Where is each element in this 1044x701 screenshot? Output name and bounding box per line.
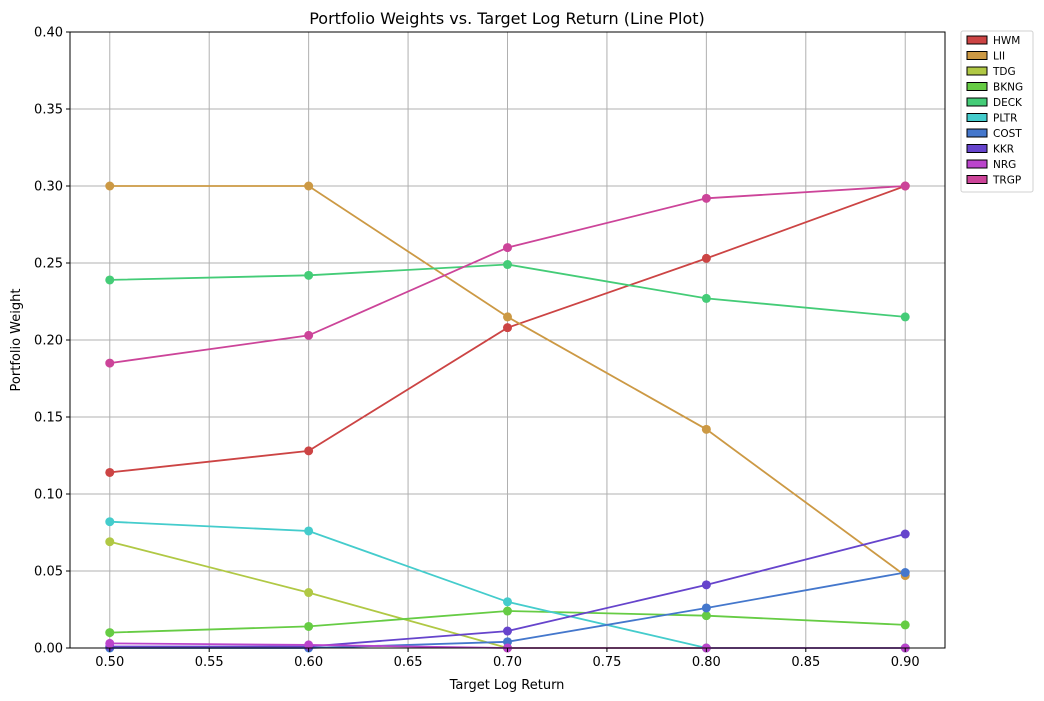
data-point-hwm (304, 446, 314, 456)
legend-swatch (966, 159, 988, 169)
data-point-nrg (304, 640, 314, 650)
data-point-lii (503, 312, 512, 322)
data-point-tdg (304, 588, 314, 598)
x-tick-label: 0.90 (891, 655, 920, 670)
legend-label: LII (993, 51, 1005, 63)
x-tick-label: 0.50 (95, 655, 124, 670)
data-point-pltr (503, 597, 512, 607)
data-point-lii (304, 181, 314, 191)
legend-swatch (966, 35, 988, 45)
chart-title: Portfolio Weights vs. Target Log Return … (309, 9, 705, 28)
legend-swatch (966, 144, 988, 153)
legend-entry-kkr: KKR (966, 144, 1014, 156)
data-point-deck (900, 312, 910, 322)
legend-label: TRGP (992, 175, 1021, 187)
legend-label: KKR (993, 144, 1014, 156)
legend-entry-deck: DECK (966, 97, 1023, 109)
series-bkng (105, 606, 910, 638)
x-axis-label: Target Log Return (449, 678, 565, 693)
y-tick-label: 0.20 (34, 334, 63, 349)
data-point-pltr (105, 517, 115, 527)
y-tick-label: 0.15 (34, 411, 63, 426)
data-point-cost (701, 603, 711, 613)
legend-label: TDG (992, 66, 1016, 78)
x-tick-label: 0.85 (791, 655, 820, 670)
data-point-hwm (105, 467, 115, 477)
legend-entry-trgp: TRGP (966, 175, 1021, 187)
grid (70, 31, 945, 649)
series-deck (105, 260, 910, 322)
x-tick-label: 0.75 (592, 655, 621, 670)
data-point-kkr (900, 529, 910, 539)
y-tick-label: 0.00 (34, 642, 63, 657)
data-point-hwm (701, 253, 711, 263)
legend-label: DECK (993, 97, 1023, 109)
data-point-tdg (105, 537, 115, 547)
x-tick-label: 0.60 (294, 655, 323, 670)
data-point-trgp (105, 358, 115, 368)
legend-swatch (966, 82, 988, 91)
legend-label: PLTR (993, 113, 1017, 125)
data-point-deck (304, 270, 314, 280)
legend-entry-cost: COST (966, 128, 1022, 140)
legend-swatch (966, 51, 988, 60)
y-tick-label: 0.10 (34, 488, 63, 503)
legend: HWM LII TDG BKNG DECK PLTR COST KKR NRG TRGP (960, 30, 1034, 193)
x-tick-label: 0.65 (394, 655, 423, 670)
data-point-cost (900, 568, 910, 578)
y-axis-label: Portfolio Weight (9, 289, 24, 392)
series-trgp (105, 181, 910, 368)
legend-entry-tdg: TDG (966, 66, 1016, 78)
legend-label: COST (993, 128, 1022, 140)
data-point-trgp (900, 181, 910, 191)
legend-swatch (966, 175, 988, 184)
data-point-cost (503, 637, 512, 647)
series-lii (105, 181, 910, 581)
y-tick-label: 0.40 (34, 26, 63, 41)
legend-entry-lii: LII (966, 51, 1005, 63)
legend-swatch (966, 66, 988, 76)
legend-label: HWM (993, 35, 1020, 47)
data-point-kkr (701, 580, 711, 590)
data-point-bkng (105, 628, 115, 638)
legend-entry-bkng: BKNG (966, 82, 1023, 94)
x-tick-label: 0.70 (493, 655, 522, 670)
data-point-bkng (900, 620, 910, 630)
y-tick-label: 0.35 (34, 103, 63, 118)
data-point-bkng (304, 621, 314, 631)
data-point-trgp (701, 193, 711, 203)
legend-swatch (966, 128, 988, 138)
legend-label: BKNG (993, 82, 1023, 94)
legend-label: NRG (993, 159, 1016, 171)
data-point-lii (105, 181, 115, 191)
data-point-lii (701, 424, 711, 434)
y-tick-label: 0.05 (34, 565, 63, 580)
data-point-trgp (304, 330, 314, 340)
data-point-bkng (701, 611, 711, 621)
data-point-kkr (503, 626, 512, 636)
legend-entry-nrg: NRG (966, 159, 1016, 171)
x-tick-label: 0.55 (195, 655, 224, 670)
data-point-deck (105, 275, 115, 285)
legend-entry-pltr: PLTR (966, 113, 1017, 125)
legend-swatch (966, 113, 988, 122)
x-tick-label: 0.80 (692, 655, 721, 670)
y-axis-ticks: 0.00 0.05 0.10 0.15 0.20 0.25 0.30 0.35 0.40 (34, 26, 70, 657)
x-axis-ticks: 0.50 0.55 0.60 0.65 0.70 0.75 0.80 0.85 0.90 (95, 648, 920, 670)
y-tick-label: 0.30 (34, 180, 63, 195)
data-point-deck (701, 293, 711, 303)
data-point-nrg (105, 638, 115, 648)
data-point-hwm (503, 323, 512, 333)
legend-swatch (966, 97, 988, 107)
legend-entry-hwm: HWM (966, 35, 1020, 47)
data-point-deck (503, 260, 512, 270)
data-point-pltr (304, 526, 314, 536)
data-point-trgp (503, 243, 512, 253)
data-point-bkng (503, 606, 512, 616)
y-tick-label: 0.25 (34, 257, 63, 272)
